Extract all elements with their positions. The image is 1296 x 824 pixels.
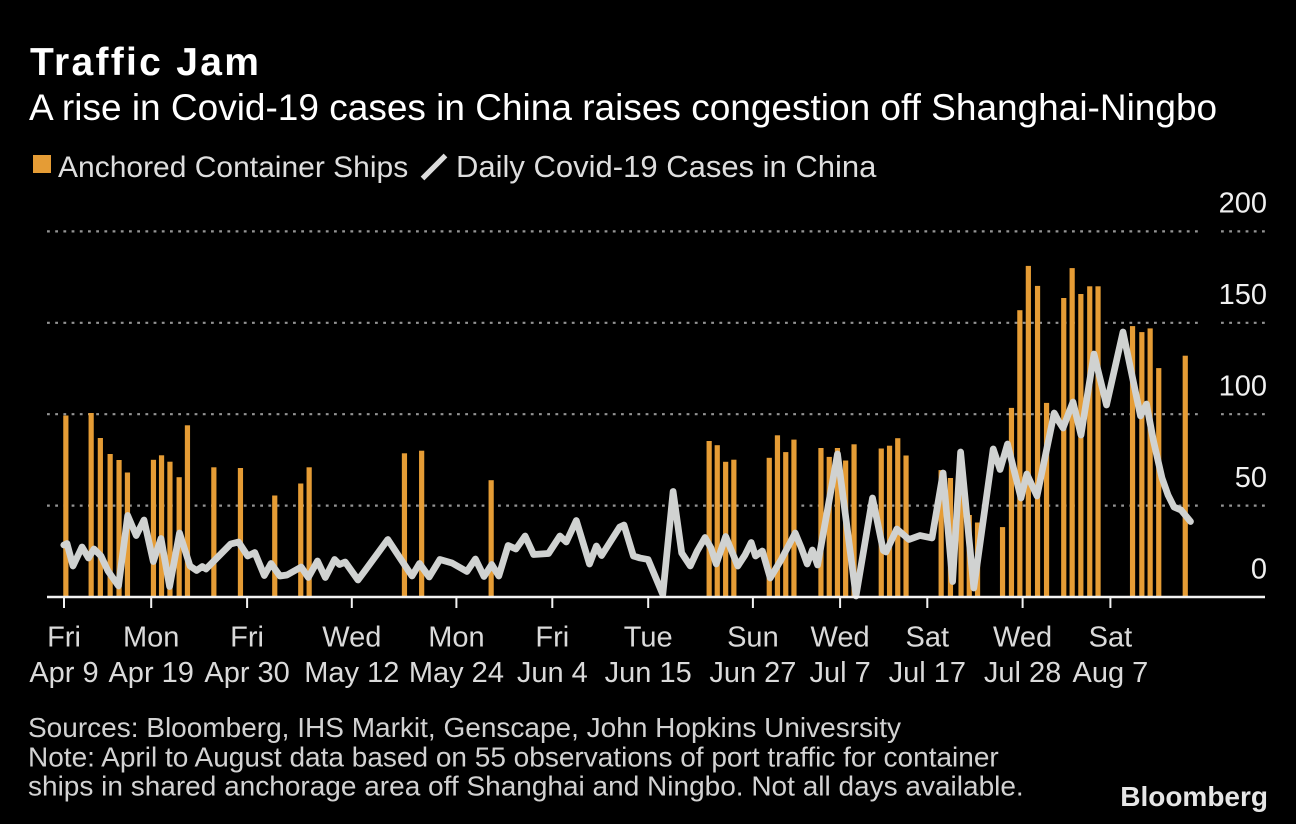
svg-text:Sources: Bloomberg, IHS Markit: Sources: Bloomberg, IHS Markit, Genscape… bbox=[28, 712, 901, 743]
svg-text:100: 100 bbox=[1219, 371, 1267, 403]
svg-text:Mon: Mon bbox=[123, 622, 179, 654]
svg-text:Sun: Sun bbox=[727, 622, 779, 654]
svg-text:May 12: May 12 bbox=[304, 657, 399, 689]
svg-text:Apr 19: Apr 19 bbox=[108, 657, 193, 689]
svg-text:Fri: Fri bbox=[535, 622, 569, 654]
svg-text:150: 150 bbox=[1219, 279, 1267, 311]
svg-text:0: 0 bbox=[1251, 554, 1267, 586]
svg-text:A rise in Covid-19 cases in Ch: A rise in Covid-19 cases in China raises… bbox=[29, 87, 1217, 128]
svg-text:Wed: Wed bbox=[993, 622, 1052, 654]
svg-text:Jul 28: Jul 28 bbox=[984, 657, 1061, 689]
svg-text:Apr 30: Apr 30 bbox=[204, 657, 289, 689]
svg-text:Jul 7: Jul 7 bbox=[809, 657, 870, 689]
svg-text:May 24: May 24 bbox=[409, 657, 504, 689]
svg-text:ships in shared anchorage area: ships in shared anchorage area off Shang… bbox=[28, 771, 1024, 802]
svg-text:Mon: Mon bbox=[428, 622, 484, 654]
svg-text:Jun 27: Jun 27 bbox=[709, 657, 796, 689]
svg-text:Anchored Container Ships: Anchored Container Ships bbox=[58, 151, 408, 184]
svg-text:Fri: Fri bbox=[47, 622, 81, 654]
svg-text:Tue: Tue bbox=[624, 622, 673, 654]
svg-text:Traffic Jam: Traffic Jam bbox=[30, 41, 261, 84]
svg-text:Aug 7: Aug 7 bbox=[1073, 657, 1149, 689]
svg-text:Fri: Fri bbox=[230, 622, 264, 654]
svg-text:Wed: Wed bbox=[811, 622, 870, 654]
svg-text:Sat: Sat bbox=[906, 622, 950, 654]
svg-text:Daily Covid-19 Cases in China: Daily Covid-19 Cases in China bbox=[456, 149, 877, 184]
svg-text:50: 50 bbox=[1235, 462, 1267, 494]
svg-text:Jul 17: Jul 17 bbox=[889, 657, 966, 689]
svg-text:Sat: Sat bbox=[1089, 622, 1133, 654]
svg-text:Jun 15: Jun 15 bbox=[605, 657, 692, 689]
svg-text:Jun 4: Jun 4 bbox=[517, 657, 588, 689]
svg-text:Apr 9: Apr 9 bbox=[29, 657, 98, 689]
svg-text:Note: April to August data bas: Note: April to August data based on 55 o… bbox=[28, 742, 999, 773]
svg-text:200: 200 bbox=[1219, 188, 1267, 220]
svg-text:Bloomberg: Bloomberg bbox=[1120, 781, 1268, 812]
svg-text:Wed: Wed bbox=[322, 622, 381, 654]
